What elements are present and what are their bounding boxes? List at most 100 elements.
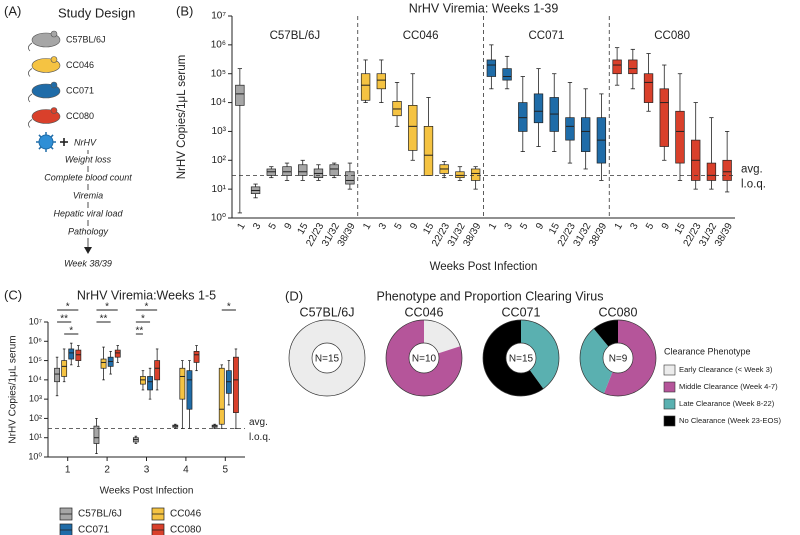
significance-label: ** xyxy=(100,314,108,325)
x-tick-label: 15 xyxy=(296,221,311,237)
x-axis-label: Weeks Post Infection xyxy=(100,486,194,497)
legend-label: Early Clearance (< Week 3) xyxy=(679,365,773,374)
y-tick-label: 10¹ xyxy=(212,184,227,195)
y-tick-label: 10⁰ xyxy=(211,213,226,224)
donut-outline xyxy=(385,319,463,397)
x-tick-label: 9 xyxy=(283,221,296,232)
donut-segment xyxy=(386,320,462,396)
box xyxy=(218,367,225,425)
box xyxy=(154,360,161,381)
mouse-ear xyxy=(50,81,58,89)
mouse-ear xyxy=(50,107,58,114)
timeline-arrow xyxy=(84,247,92,254)
x-tick-label: 1 xyxy=(613,221,626,232)
donut-segment xyxy=(423,320,461,355)
mouse-ear xyxy=(50,56,58,63)
mouse-tail xyxy=(28,119,33,128)
legend-label: Late Clearance (Week 8-22) xyxy=(679,399,775,408)
donut-segment xyxy=(520,320,559,389)
box xyxy=(486,59,497,77)
box xyxy=(68,348,75,360)
legend-swatch xyxy=(59,523,73,535)
x-tick-label: 9 xyxy=(534,221,547,232)
pie-title: C57BL/6J xyxy=(300,305,355,319)
y-tick-label: 10⁵ xyxy=(28,355,42,365)
box xyxy=(54,367,60,383)
y-tick-label: 10⁷ xyxy=(29,316,42,326)
design-endpoint: Week 38/39 xyxy=(64,258,112,268)
step-bg xyxy=(22,190,154,202)
chart-title: NrHV Viremia: Weeks 1-39 xyxy=(409,1,559,15)
x-tick-label: 1 xyxy=(65,465,71,476)
loq-label: avg. xyxy=(741,163,763,175)
donut-center-label: N=15 xyxy=(315,354,340,365)
significance-label: ** xyxy=(60,314,68,325)
box xyxy=(455,171,465,179)
donut-segment xyxy=(580,328,614,394)
x-tick-label: 5 xyxy=(644,221,657,232)
box xyxy=(75,349,82,361)
x-tick-label: 5 xyxy=(518,221,531,232)
donut-outline xyxy=(482,319,560,397)
x-tick-label: 15 xyxy=(547,221,562,237)
box xyxy=(360,73,371,101)
box xyxy=(518,102,528,132)
pie-title: CC071 xyxy=(502,305,541,319)
x-tick-label: 5 xyxy=(267,221,280,232)
y-tick-label: 10² xyxy=(29,413,42,423)
legend-label: Middle Clearance (Week 4-7) xyxy=(679,382,778,391)
box xyxy=(235,84,245,106)
legend-label: CC080 xyxy=(170,525,202,535)
step-bg xyxy=(22,226,154,238)
y-tick-label: 10⁵ xyxy=(211,68,226,79)
y-tick-label: 10⁴ xyxy=(211,97,226,108)
box xyxy=(233,356,239,413)
y-tick-label: 10¹ xyxy=(29,432,42,442)
donut-segment xyxy=(289,320,365,397)
x-tick-label: 5 xyxy=(393,221,406,232)
x-tick-label: 15 xyxy=(421,221,436,237)
y-tick-label: 10⁶ xyxy=(211,39,226,50)
y-tick-label: 10³ xyxy=(212,126,227,137)
loq-label: l.o.q. xyxy=(741,178,766,190)
donut-segment xyxy=(483,320,544,396)
panel-label: (D) xyxy=(285,288,303,303)
box xyxy=(659,88,669,147)
x-tick-label: 4 xyxy=(183,465,189,476)
x-tick-label: 9 xyxy=(408,221,421,232)
box xyxy=(612,59,622,75)
legend-swatch xyxy=(663,415,676,427)
x-tick-label: 3 xyxy=(628,221,641,232)
legend-swatch xyxy=(663,381,676,393)
x-tick-label: 9 xyxy=(660,221,673,232)
loq-label: avg. xyxy=(249,417,268,428)
step-bg xyxy=(22,208,154,220)
strain-label: CC071 xyxy=(66,85,94,95)
box xyxy=(643,73,654,103)
box xyxy=(298,164,308,176)
x-tick-label: 2 xyxy=(104,465,110,476)
donut-center-label: N=15 xyxy=(509,354,534,365)
box xyxy=(502,68,512,81)
group-label: CC046 xyxy=(403,30,439,42)
x-tick-label: 3 xyxy=(377,221,390,232)
significance-label: * xyxy=(105,302,109,313)
box xyxy=(193,351,200,363)
design-step: Weight loss xyxy=(65,154,112,164)
legend-swatch xyxy=(663,364,676,376)
box xyxy=(565,117,575,141)
x-tick-label: 3 xyxy=(503,221,516,232)
donut-center-label: N=10 xyxy=(412,354,437,365)
legend-label: CC071 xyxy=(78,525,110,535)
donut-outline xyxy=(579,319,657,397)
significance-label: * xyxy=(145,302,149,313)
y-tick-label: 10⁰ xyxy=(28,451,42,461)
legend-label: C57BL/6J xyxy=(78,509,122,520)
donut-hole xyxy=(408,342,440,374)
legend-label: No Clearance (Week 23-EOS) xyxy=(679,416,781,425)
box xyxy=(186,370,193,410)
donut-hole xyxy=(505,342,537,374)
group-label: C57BL/6J xyxy=(270,30,321,42)
y-tick-label: 10³ xyxy=(29,394,42,404)
virus-label: NrHV xyxy=(74,137,97,147)
